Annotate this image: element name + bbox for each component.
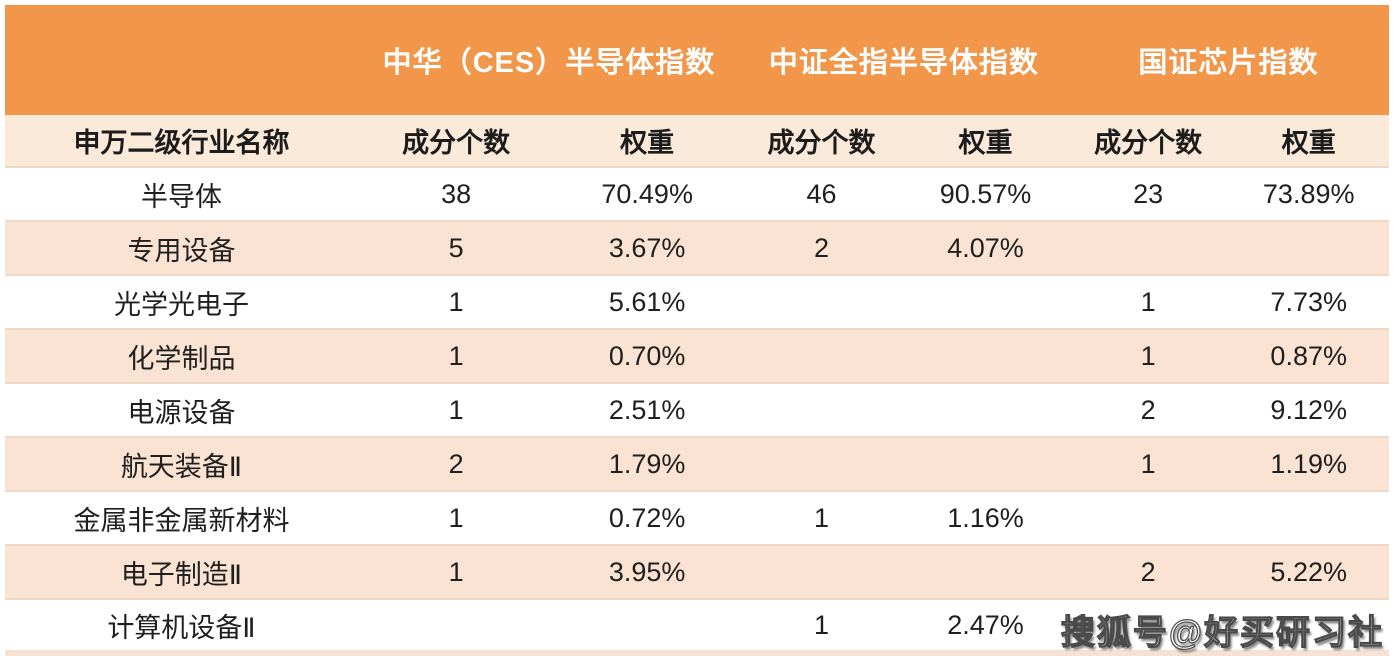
csi-weight-cell — [903, 275, 1068, 329]
ces-count-cell — [358, 599, 555, 653]
semiconductor-index-comparison-table: 中华（CES）半导体指数 中证全指半导体指数 国证芯片指数 申万二级行业名称 成… — [5, 5, 1389, 656]
industry-cell: 计算机设备Ⅱ — [107, 612, 256, 643]
industry-cell: 航天装备Ⅱ — [120, 451, 243, 482]
industry-cell: 金属非金属新材料 — [73, 505, 290, 536]
cni-count-cell: 2 — [1140, 556, 1156, 587]
ces-count-cell: 5 — [448, 232, 464, 263]
cni-weight-cell — [1228, 491, 1389, 545]
column-header-row: 申万二级行业名称 成分个数 权重 成分个数 权重 成分个数 权重 — [5, 115, 1389, 167]
industry-cell: 电子制造Ⅱ — [120, 559, 243, 590]
ces-weight-cell: 3.67% — [608, 232, 686, 263]
ces-count-cell: 38 — [441, 178, 472, 209]
table-row: 计算机设备Ⅱ 1 2.47% — [5, 599, 1389, 653]
index-header-ces: 中华（CES）半导体指数 — [382, 47, 716, 79]
table-row: 半导体 38 70.49% 46 90.57% 23 73.89% — [5, 167, 1389, 221]
cni-weight-cell: 1.19% — [1270, 448, 1347, 479]
csi-count-cell — [740, 545, 903, 599]
index-header-row: 中华（CES）半导体指数 中证全指半导体指数 国证芯片指数 — [5, 5, 1389, 115]
csi-count-cell: 1 — [814, 609, 830, 640]
col-header-csi-weight: 权重 — [958, 128, 1013, 158]
table-row: 电子制造Ⅱ 1 3.95% 2 5.22% — [5, 545, 1389, 599]
csi-count-cell: 2 — [814, 232, 830, 263]
cni-count-cell — [1068, 599, 1229, 653]
col-header-industry: 申万二级行业名称 — [73, 128, 290, 158]
cni-weight-cell: 9.12% — [1270, 394, 1347, 425]
cni-weight-cell: 0.87% — [1270, 340, 1347, 371]
industry-cell: 专用设备 — [127, 235, 236, 266]
ces-weight-cell — [554, 599, 739, 653]
ces-weight-cell: 70.49% — [601, 178, 693, 209]
cni-count-cell — [1068, 221, 1229, 275]
ces-weight-cell: 0.72% — [608, 502, 686, 533]
csi-weight-cell: 90.57% — [939, 178, 1032, 209]
col-header-csi-count: 成分个数 — [767, 128, 876, 158]
csi-weight-cell: 4.07% — [947, 232, 1024, 263]
ces-count-cell: 1 — [448, 394, 464, 425]
cni-weight-cell: 5.22% — [1270, 556, 1347, 587]
index-header-cni-chip: 国证芯片指数 — [1138, 47, 1319, 79]
cni-weight-cell: 7.73% — [1270, 286, 1347, 317]
csi-weight-cell — [903, 437, 1068, 491]
cni-count-cell — [1068, 491, 1229, 545]
industry-cell: 半导体 — [140, 181, 222, 212]
index-header-csi-all: 中证全指半导体指数 — [768, 47, 1039, 79]
table-row: 电源设备 1 2.51% 2 9.12% — [5, 383, 1389, 437]
ces-weight-cell: 3.95% — [608, 556, 686, 587]
csi-count-cell — [740, 437, 903, 491]
csi-weight-cell: 2.47% — [947, 609, 1024, 640]
col-header-ces-weight: 权重 — [620, 128, 675, 158]
industry-cell: 电源设备 — [127, 397, 236, 428]
table-row: 金属非金属新材料 1 0.72% 1 1.16% — [5, 491, 1389, 545]
csi-count-cell — [740, 329, 903, 383]
cni-weight-cell — [1228, 599, 1389, 653]
corner-cell — [5, 5, 358, 115]
cni-count-cell: 1 — [1140, 448, 1156, 479]
cni-weight-cell: 73.89% — [1262, 178, 1355, 209]
col-header-cni-count: 成分个数 — [1094, 128, 1203, 158]
csi-count-cell — [740, 383, 903, 437]
cni-count-cell: 1 — [1140, 340, 1156, 371]
industry-cell: 光学光电子 — [113, 289, 249, 320]
table-row: 专用设备 5 3.67% 2 4.07% — [5, 221, 1389, 275]
col-header-ces-count: 成分个数 — [402, 128, 511, 158]
csi-count-cell — [740, 275, 903, 329]
table-row: 光学光电子 1 5.61% 1 7.73% — [5, 275, 1389, 329]
col-header-cni-weight: 权重 — [1281, 128, 1336, 158]
table-row: 化学制品 1 0.70% 1 0.87% — [5, 329, 1389, 383]
ces-count-cell: 1 — [448, 340, 464, 371]
ces-weight-cell: 2.51% — [608, 394, 686, 425]
csi-weight-cell — [903, 329, 1068, 383]
cni-count-cell: 23 — [1133, 178, 1164, 209]
ces-count-cell: 1 — [448, 286, 464, 317]
ces-count-cell: 1 — [448, 502, 464, 533]
csi-count-cell: 46 — [806, 178, 837, 209]
ces-count-cell: 2 — [448, 448, 464, 479]
table-row: 航天装备Ⅱ 2 1.79% 1 1.19% — [5, 437, 1389, 491]
cni-weight-cell — [1228, 221, 1389, 275]
ces-weight-cell: 1.79% — [608, 448, 686, 479]
cni-count-cell: 1 — [1140, 286, 1156, 317]
cni-count-cell: 2 — [1140, 394, 1156, 425]
csi-count-cell: 1 — [814, 502, 830, 533]
csi-weight-cell: 1.16% — [947, 502, 1024, 533]
ces-weight-cell: 0.70% — [608, 340, 686, 371]
ces-count-cell: 1 — [448, 556, 464, 587]
csi-weight-cell — [903, 383, 1068, 437]
ces-weight-cell: 5.61% — [608, 286, 686, 317]
csi-weight-cell — [903, 545, 1068, 599]
industry-cell: 化学制品 — [127, 343, 236, 374]
